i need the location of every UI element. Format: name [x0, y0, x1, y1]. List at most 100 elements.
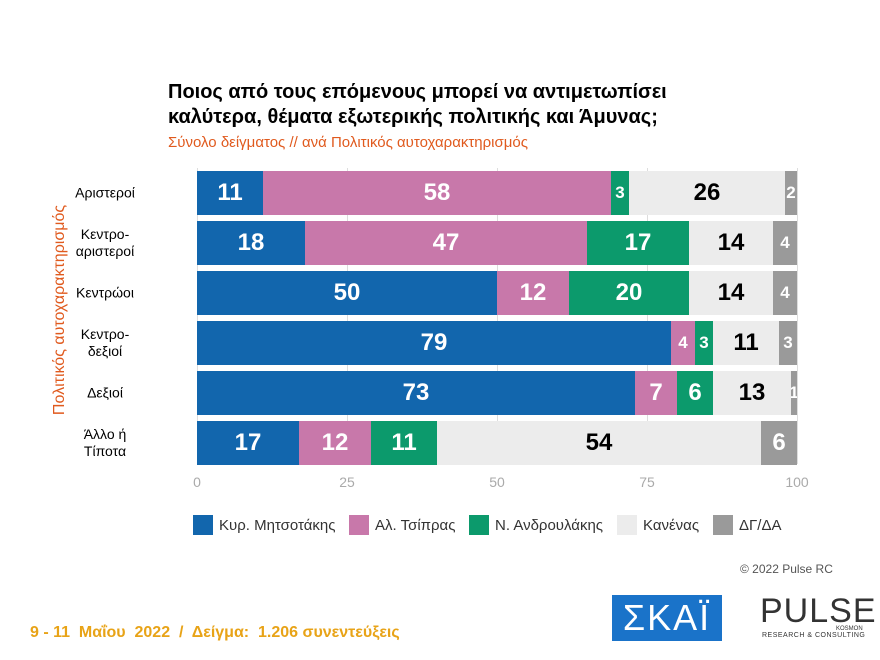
- data-label: 26: [693, 179, 721, 206]
- bar-segment: 17: [197, 421, 299, 465]
- legend-label: Αλ. Τσίπρας: [375, 516, 456, 534]
- legend-label: Κυρ. Μητσοτάκης: [219, 516, 336, 534]
- data-label: 18: [237, 229, 265, 256]
- y-tick-label: Κεντρο- δεξιοί: [80, 326, 130, 359]
- footer: 9 - 11 Μαΐου 2022 / Δείγμα: 1.206 συνεντ…: [30, 624, 400, 641]
- bar-segment: 58: [263, 171, 611, 215]
- grid-line: [347, 168, 348, 464]
- bar-segment: 54: [437, 421, 761, 465]
- data-label: 12: [321, 429, 349, 456]
- data-label: 58: [423, 179, 451, 206]
- bar-segment: 4: [671, 321, 695, 365]
- data-label: 6: [772, 429, 786, 456]
- data-label: 73: [402, 379, 430, 406]
- legend-swatch: [469, 515, 489, 535]
- legend-item: ΔΓ/ΔΑ: [713, 515, 781, 535]
- data-label: 1: [791, 383, 797, 402]
- bar-segment: 4: [773, 271, 797, 315]
- bar-segment: 6: [677, 371, 713, 415]
- data-label: 14: [717, 229, 745, 256]
- bar-segment: 11: [197, 171, 263, 215]
- legend-label: ΔΓ/ΔΑ: [739, 516, 782, 534]
- data-label: 4: [780, 233, 790, 252]
- legend-swatch: [349, 515, 369, 535]
- logo-skai: ΣΚΑΪ: [612, 595, 722, 641]
- y-tick-label: Κεντρώοι: [76, 284, 134, 301]
- x-tick-label: 100: [785, 474, 809, 490]
- y-tick-label: Αριστεροί: [75, 184, 135, 201]
- bar-segment: 12: [497, 271, 569, 315]
- bar-segment: 4: [773, 221, 797, 265]
- x-tick-label: 75: [639, 474, 655, 490]
- chart-title: Ποιος από τους επόμενους μπορεί να αντιμ…: [168, 81, 667, 128]
- bar-segment: 18: [197, 221, 305, 265]
- grid-line: [647, 168, 648, 464]
- data-label: 14: [717, 279, 745, 306]
- x-tick-label: 25: [339, 474, 355, 490]
- data-label: 6: [688, 379, 702, 406]
- bar-segment: 3: [779, 321, 797, 365]
- logo-pulse-tag: KOSMON: [836, 626, 863, 632]
- data-label: 11: [733, 329, 759, 356]
- legend-item: Αλ. Τσίπρας: [349, 515, 455, 535]
- bar-segment: 26: [629, 171, 785, 215]
- data-label: 2: [786, 183, 796, 202]
- bar-segment: 2: [785, 171, 797, 215]
- data-label: 20: [615, 279, 643, 306]
- data-label: 17: [624, 229, 652, 256]
- bar-segment: 47: [305, 221, 587, 265]
- bar-segment: 6: [761, 421, 797, 465]
- data-label: 7: [649, 379, 663, 406]
- y-tick-label: Κεντρο- αριστεροί: [75, 226, 135, 259]
- bar-segment: 73: [197, 371, 635, 415]
- grid-line: [197, 168, 198, 464]
- bar-segment: 12: [299, 421, 371, 465]
- data-label: 17: [234, 429, 262, 456]
- x-tick-label: 0: [193, 474, 201, 490]
- bar-segment: 14: [689, 221, 773, 265]
- bar-segment: 1: [791, 371, 797, 415]
- data-label: 50: [333, 279, 361, 306]
- grid-line: [797, 168, 798, 464]
- bar-segment: 17: [587, 221, 689, 265]
- bar-segment: 20: [569, 271, 689, 315]
- legend-label: Ν. Ανδρουλάκης: [495, 516, 604, 534]
- legend-item: Κανένας: [617, 515, 699, 535]
- legend-swatch: [713, 515, 733, 535]
- bar-segment: 14: [689, 271, 773, 315]
- bar-segment: 3: [611, 171, 629, 215]
- data-label: 47: [432, 229, 460, 256]
- bar-segment: 13: [713, 371, 791, 415]
- chart-subtitle: Σύνολο δείγματος // ανά Πολιτικός αυτοχα…: [168, 134, 528, 151]
- data-label: 11: [217, 179, 243, 206]
- data-label: 4: [780, 283, 790, 302]
- legend-swatch: [617, 515, 637, 535]
- grid-line: [497, 168, 498, 464]
- bar-segment: 11: [713, 321, 779, 365]
- legend-item: Κυρ. Μητσοτάκης: [193, 515, 335, 535]
- data-label: 3: [783, 333, 793, 352]
- data-label: 3: [699, 333, 709, 352]
- bar-segment: 79: [197, 321, 671, 365]
- data-label: 11: [391, 429, 417, 456]
- bar-segment: 7: [635, 371, 677, 415]
- copyright: © 2022 Pulse RC: [740, 562, 833, 576]
- y-tick-label: Δεξιοί: [87, 384, 123, 401]
- y-tick-label: Άλλο ή Τίποτα: [83, 426, 127, 459]
- data-label: 3: [615, 183, 625, 202]
- bar-segment: 3: [695, 321, 713, 365]
- data-label: 4: [678, 333, 688, 352]
- legend-label: Κανένας: [643, 516, 700, 534]
- data-label: 54: [585, 429, 613, 456]
- data-label: 79: [420, 329, 448, 356]
- x-tick-label: 50: [489, 474, 505, 490]
- data-label: 13: [738, 379, 766, 406]
- legend-swatch: [193, 515, 213, 535]
- bar-segment: 11: [371, 421, 437, 465]
- logo-pulse: PULSE: [760, 592, 877, 630]
- bar-segment: 50: [197, 271, 497, 315]
- data-label: 12: [519, 279, 547, 306]
- logo-pulse-sub: RESEARCH & CONSULTING: [762, 632, 866, 639]
- legend-item: Ν. Ανδρουλάκης: [469, 515, 603, 535]
